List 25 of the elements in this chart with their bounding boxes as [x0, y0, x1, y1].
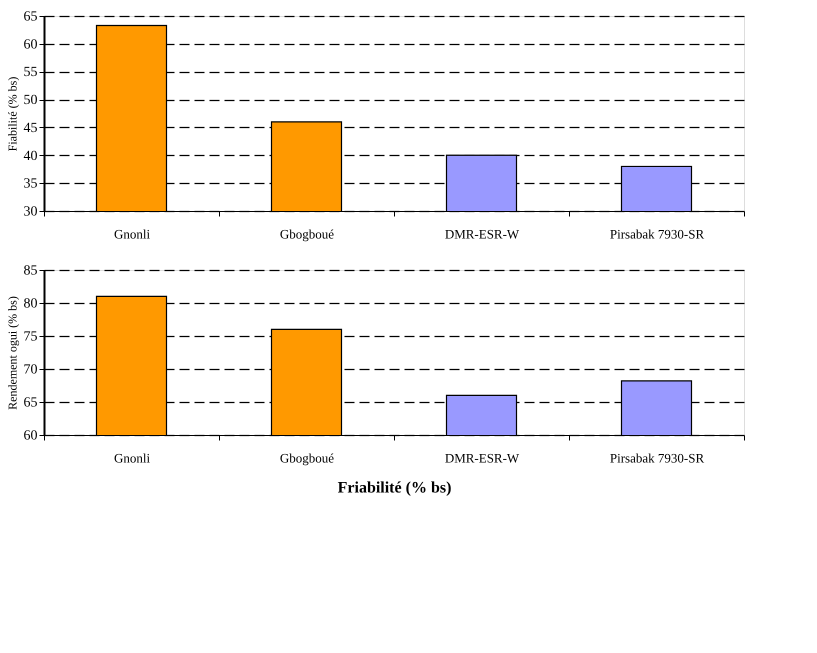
x-tick-label: Gnonli	[114, 226, 150, 242]
y-tick-label: 80	[24, 296, 38, 312]
y-tick-label: 35	[24, 176, 38, 192]
y-tick-label: 45	[24, 120, 38, 136]
x-axis-title: Friabilité (% bs)	[338, 480, 452, 496]
x-tick-label: Gbogboué	[280, 226, 334, 242]
y-axis-title: Rendement ogui (% bs)	[6, 296, 20, 410]
x-tick-label: Gnonli	[114, 450, 150, 466]
y-tick-label: 70	[24, 362, 38, 378]
y-tick-label: 40	[24, 148, 38, 164]
y-tick-label: 65	[24, 396, 38, 410]
y-tick-label: 55	[24, 65, 38, 80]
y-tick-label: 75	[24, 330, 38, 344]
y-tick-label: 30	[24, 204, 38, 220]
y-tick-label: 50	[24, 93, 38, 108]
y-tick-label: 60	[24, 37, 38, 52]
x-tick-label: Pirsabak 7930-SR	[610, 226, 704, 242]
y-tick-label: 65	[24, 10, 38, 24]
y-axis-title: Fiabilité (% bs)	[6, 76, 20, 152]
x-tick-label: DMR-ESR-W	[444, 226, 520, 242]
x-tick-label: Gbogboué	[280, 450, 334, 466]
y-tick-label: 60	[24, 428, 38, 444]
x-tick-label: DMR-ESR-W	[444, 450, 520, 466]
x-tick-label: Pirsabak 7930-SR	[610, 450, 704, 466]
y-tick-label: 85	[24, 264, 38, 278]
